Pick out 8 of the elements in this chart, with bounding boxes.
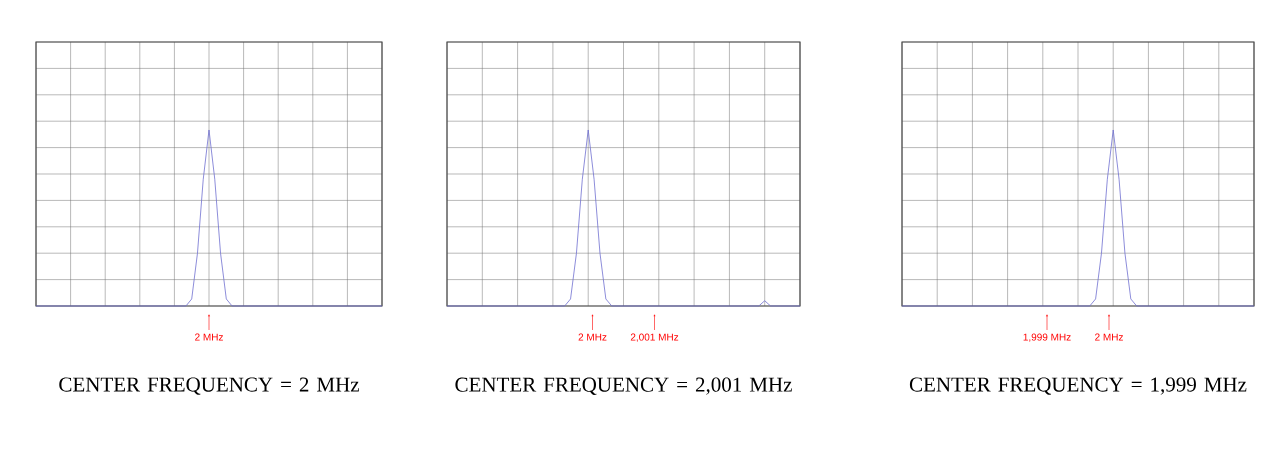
text: 1,999 MHz (1023, 333, 1071, 342)
text: 2,001 MHz (630, 333, 679, 342)
text: CENTER FREQUENCY = 2,001 MHz (455, 377, 792, 395)
text: 2 MHz (1095, 333, 1123, 341)
text: 2 MHz (578, 333, 607, 341)
text: CENTER FREQUENCY = 2 MHz (59, 377, 359, 395)
text: CENTER FREQUENCY = 1,999 MHz (909, 377, 1247, 395)
text: 2 MHz (195, 333, 223, 341)
